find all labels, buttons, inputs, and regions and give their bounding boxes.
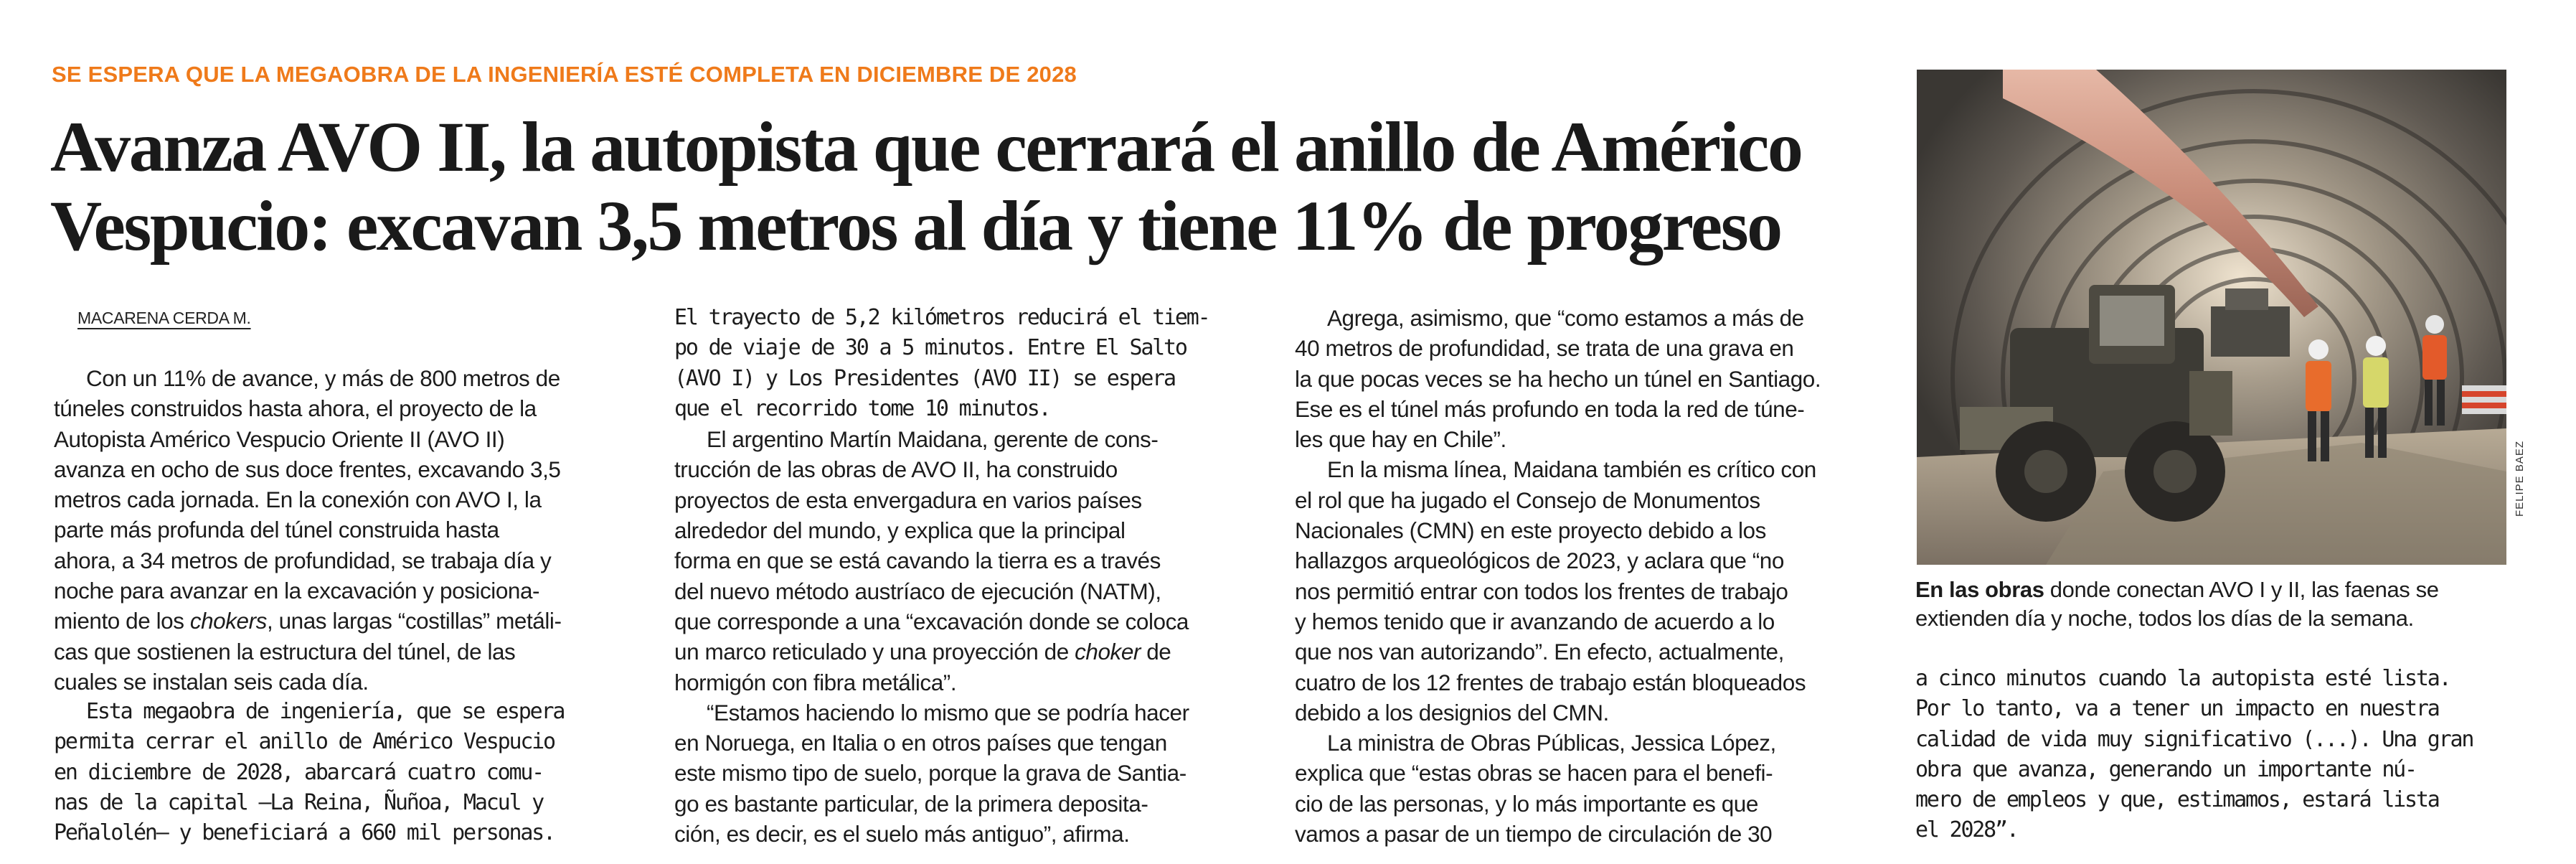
text-line: La ministra de Obras Públicas, Jessica L… bbox=[1327, 730, 1776, 756]
text-line: este mismo tipo de suelo, porque la grav… bbox=[674, 760, 1186, 786]
text-line: cas que sostienen la estructura del túne… bbox=[54, 638, 516, 665]
caption-line: En las obras donde conectan AVO I y II, … bbox=[1915, 576, 2532, 604]
safety-barriers bbox=[2462, 385, 2506, 414]
column-3: Agrega, asimismo, que “como estamos a má… bbox=[1295, 303, 1890, 849]
text-line: po de viaje de 30 a 5 minutos. Entre El … bbox=[674, 335, 1188, 361]
tunnel-illustration bbox=[1917, 70, 2506, 565]
text-line: Peñalolén— y beneficiará a 660 mil perso… bbox=[54, 820, 556, 846]
headline: Avanza AVO II, la autopista que cerrará … bbox=[50, 108, 1887, 266]
text-line: debido a los designios del CMN. bbox=[1295, 699, 1609, 726]
text-line: cuatro de los 12 frentes de trabajo está… bbox=[1295, 669, 1806, 695]
column-1-paragraph-2: Esta megaobra de ingeniería, que se espe… bbox=[54, 697, 628, 848]
text-line: hallazgos arqueológicos de 2023, y aclar… bbox=[1295, 548, 1784, 574]
text-line: que nos van autorizando”. En efecto, act… bbox=[1295, 639, 1784, 665]
text-line: El argentino Martín Maidana, gerente de … bbox=[707, 426, 1159, 453]
text-line: nos permitió entrar con todos los frente… bbox=[1295, 578, 1788, 604]
text-line: que corresponde a una “excavación donde … bbox=[674, 608, 1189, 634]
text-line: en diciembre de 2028, abarcará cuatro co… bbox=[54, 759, 544, 785]
text-line: el rol que ha jugado el Consejo de Monum… bbox=[1295, 487, 1760, 513]
text-segment: un marco reticulado y una proyección de bbox=[674, 639, 1075, 665]
text-segment: , unas largas “costillas” metáli- bbox=[266, 608, 562, 634]
text-line: obra que avanza, generando un importante… bbox=[1915, 756, 2417, 782]
text-line: Esta megaobra de ingeniería, que se espe… bbox=[86, 699, 565, 724]
text-segment: de bbox=[1140, 639, 1171, 665]
text-line: el 2028”. bbox=[1915, 817, 2019, 843]
text-line: nas de la capital —La Reina, Ñuñoa, Macu… bbox=[54, 789, 544, 815]
text-line: metros cada jornada. En la conexión con … bbox=[54, 487, 542, 513]
text-line: proyectos de esta envergadura en varios … bbox=[674, 487, 1142, 513]
text-line: vamos a pasar de un tiempo de circulació… bbox=[1295, 821, 1773, 847]
worker-2 bbox=[2363, 336, 2389, 458]
worker-1 bbox=[2306, 339, 2331, 461]
truck-silhouette bbox=[2211, 288, 2290, 357]
text-line: del nuevo método austríaco de ejecución … bbox=[674, 578, 1161, 604]
text-line: miento de los chokers, unas largas “cost… bbox=[54, 606, 628, 636]
text-line: un marco reticulado y una proyección de … bbox=[674, 637, 1263, 667]
text-line: y hemos tenido que ir avanzando de acuer… bbox=[1295, 608, 1775, 634]
column-1-paragraph-1: Con un 11% de avance, y más de 800 metro… bbox=[54, 363, 628, 697]
text-line: Nacionales (CMN) en este proyecto debido… bbox=[1295, 517, 1766, 544]
text-line: ahora, a 34 metros de profundidad, se tr… bbox=[54, 547, 552, 573]
headline-line-1: Avanza AVO II, la autopista que cerrará … bbox=[50, 107, 1803, 187]
text-line: avanza en ocho de sus doce frentes, exca… bbox=[54, 456, 561, 482]
italic-term: choker bbox=[1075, 639, 1141, 665]
text-line: la que pocas veces se ha hecho un túnel … bbox=[1295, 365, 1821, 392]
text-line: El trayecto de 5,2 kilómetros reducirá e… bbox=[674, 305, 1211, 330]
text-line: Con un 11% de avance, y más de 800 metro… bbox=[86, 365, 560, 391]
photo-caption: En las obras donde conectan AVO I y II, … bbox=[1915, 576, 2532, 633]
text-line: cio de las personas, y lo más importante… bbox=[1295, 790, 1758, 817]
text-line: mero de empleos y que, estimamos, estará… bbox=[1915, 787, 2440, 813]
text-line: forma en que se está cavando la tierra e… bbox=[674, 548, 1161, 574]
text-line: (AVO I) y Los Presidentes (AVO II) se es… bbox=[674, 365, 1176, 391]
text-line: a cinco minutos cuando la autopista esté… bbox=[1915, 666, 2452, 691]
text-line: noche para avanzar en la excavación y po… bbox=[54, 578, 540, 604]
text-line: explica que “estas obras se hacen para e… bbox=[1295, 760, 1773, 786]
text-line: túneles construidos hasta ahora, el proy… bbox=[54, 395, 537, 422]
text-line: hormigón con fibra metálica”. bbox=[674, 669, 957, 695]
text-line: go es bastante particular, de la primera… bbox=[674, 790, 1148, 817]
text-line: ción, es decir, es el suelo más antiguo”… bbox=[674, 821, 1130, 847]
italic-term: chokers bbox=[189, 608, 268, 634]
text-line: “Estamos haciendo lo mismo que se podría… bbox=[707, 699, 1189, 726]
tunnel-photo bbox=[1917, 70, 2506, 565]
byline: MACARENA CERDA M. bbox=[77, 309, 251, 327]
text-line: Autopista Américo Vespucio Oriente II (A… bbox=[54, 426, 505, 452]
text-line: trucción de las obras de AVO II, ha cons… bbox=[674, 456, 1118, 483]
worker-3 bbox=[2422, 315, 2447, 426]
text-line: Agrega, asimismo, que “como estamos a má… bbox=[1327, 305, 1804, 331]
column-2: El trayecto de 5,2 kilómetros reducirá e… bbox=[674, 303, 1263, 849]
text-line: permita cerrar el anillo de Américo Vesp… bbox=[54, 729, 556, 755]
column-2-paragraph-1: El trayecto de 5,2 kilómetros reducirá e… bbox=[674, 303, 1263, 424]
text-line: parte más profunda del túnel construida … bbox=[54, 517, 499, 543]
loader-silhouette bbox=[1960, 285, 2232, 522]
photo-credit: FELIPE BAEZ bbox=[2514, 440, 2526, 517]
caption-lead: En las obras bbox=[1915, 577, 2044, 602]
text-line: alrededor del mundo, y explica que la pr… bbox=[674, 517, 1126, 544]
headline-line-2: Vespucio: excavan 3,5 metros al día y ti… bbox=[50, 186, 1783, 266]
text-line: que el recorrido tome 10 minutos. bbox=[674, 395, 1052, 421]
text-line: en Noruega, en Italia o en otros países … bbox=[674, 730, 1167, 756]
column-2-paragraph-2: El argentino Martín Maidana, gerente de … bbox=[674, 424, 1263, 849]
text-line: Ese es el túnel más profundo en toda la … bbox=[1295, 395, 1805, 422]
text-line: En la misma línea, Maidana también es cr… bbox=[1327, 456, 1816, 483]
caption-text: donde conectan AVO I y II, las faenas se bbox=[2044, 577, 2439, 602]
text-line: Por lo tanto, va a tener un impacto en n… bbox=[1915, 696, 2440, 722]
article-kicker: SE ESPERA QUE LA MEGAOBRA DE LA INGENIER… bbox=[52, 62, 1077, 87]
column-4: a cinco minutos cuando la autopista esté… bbox=[1915, 664, 2539, 846]
caption-line: extienden día y noche, todos los días de… bbox=[1915, 606, 2414, 631]
text-segment: miento de los bbox=[54, 608, 190, 634]
text-line: les que hay en Chile”. bbox=[1295, 426, 1506, 453]
text-line: cuales se instalan seis cada día. bbox=[54, 668, 369, 695]
text-line: 40 metros de profundidad, se trata de un… bbox=[1295, 335, 1794, 362]
text-line: calidad de vida muy significativo (...).… bbox=[1915, 726, 2474, 752]
